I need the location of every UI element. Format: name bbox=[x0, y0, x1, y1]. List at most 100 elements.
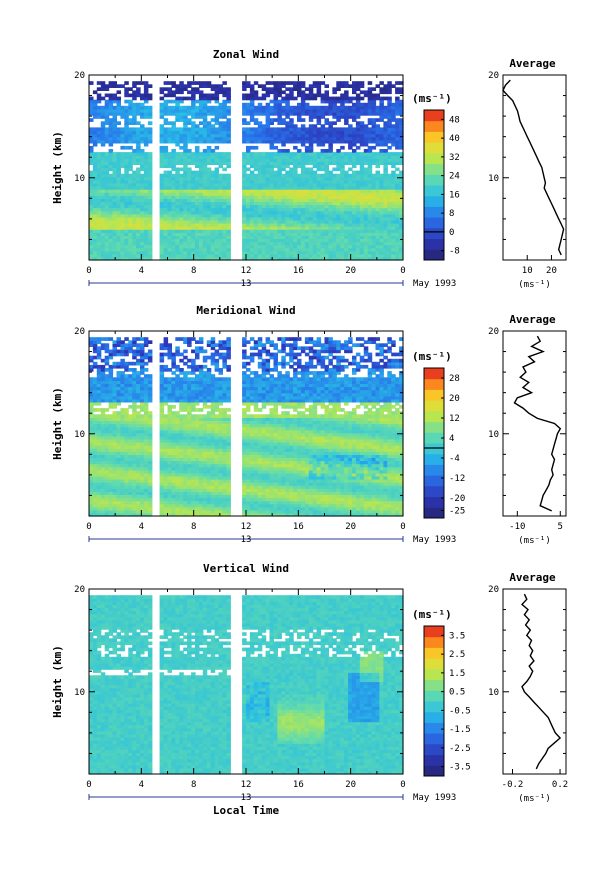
heatmap-cell bbox=[352, 235, 357, 239]
heatmap-cell bbox=[195, 136, 200, 141]
heatmap-cell bbox=[202, 229, 208, 233]
heatmap-cell bbox=[195, 210, 200, 215]
heatmap-cell bbox=[92, 244, 98, 249]
heatmap-cell bbox=[387, 152, 392, 156]
heatmap-cell bbox=[249, 250, 255, 255]
heatmap-cell bbox=[112, 216, 117, 221]
heatmap-cell bbox=[108, 244, 114, 249]
heatmap-cell bbox=[297, 241, 302, 246]
heatmap-cell bbox=[316, 142, 322, 147]
heatmap-cell bbox=[300, 173, 306, 178]
heatmap-cell bbox=[89, 377, 94, 381]
heatmap-cell bbox=[143, 195, 149, 199]
heatmap-cell bbox=[128, 145, 133, 150]
heatmap-cell bbox=[367, 121, 373, 125]
heatmap-cell bbox=[293, 124, 298, 128]
heatmap-cell bbox=[124, 90, 129, 95]
heatmap-cell bbox=[340, 155, 345, 159]
heatmap-cell bbox=[96, 130, 102, 135]
heatmap-cell bbox=[371, 204, 377, 209]
heatmap-cell bbox=[116, 195, 121, 199]
heatmap-cell bbox=[379, 127, 384, 132]
heatmap-cell bbox=[277, 170, 282, 175]
heatmap-cell bbox=[367, 204, 373, 209]
heatmap-cell bbox=[171, 182, 176, 187]
heatmap-cell bbox=[246, 167, 251, 172]
heatmap-cell bbox=[324, 99, 329, 104]
heatmap-cell bbox=[159, 229, 165, 233]
heatmap-cell bbox=[352, 108, 357, 113]
heatmap-cell bbox=[375, 253, 380, 258]
heatmap-cell bbox=[249, 130, 255, 135]
heatmap-cell bbox=[132, 216, 137, 221]
heatmap-cell bbox=[359, 241, 365, 246]
heatmap-cell bbox=[355, 253, 361, 258]
heatmap-cell bbox=[140, 105, 145, 110]
heatmap-cell bbox=[136, 102, 141, 107]
heatmap-cell bbox=[167, 108, 172, 113]
heatmap-cell bbox=[328, 179, 333, 184]
heatmap-cell bbox=[226, 235, 231, 239]
heatmap-cell bbox=[383, 133, 388, 138]
heatmap-cell bbox=[297, 207, 302, 212]
heatmap-cell bbox=[383, 161, 388, 165]
heatmap bbox=[89, 81, 404, 261]
heatmap-cell bbox=[249, 145, 255, 150]
heatmap-cell bbox=[332, 244, 337, 249]
heatmap-cell bbox=[132, 219, 137, 224]
heatmap-cell bbox=[92, 142, 98, 147]
heatmap-cell bbox=[128, 118, 133, 122]
heatmap-cell bbox=[218, 152, 223, 156]
heatmap-cell bbox=[96, 133, 102, 138]
heatmap-cell bbox=[226, 223, 231, 227]
heatmap-cell bbox=[89, 253, 94, 258]
heatmap-cell bbox=[375, 112, 380, 116]
heatmap-cell bbox=[246, 136, 251, 141]
heatmap-cell bbox=[277, 204, 282, 209]
heatmap-cell bbox=[304, 152, 310, 156]
heatmap-cell bbox=[179, 167, 184, 172]
heatmap-cell bbox=[285, 124, 290, 128]
heatmap-cell bbox=[100, 186, 106, 190]
heatmap-cell bbox=[163, 170, 169, 175]
heatmap-cell bbox=[363, 139, 369, 144]
heatmap-cell bbox=[187, 253, 192, 258]
heatmap-cell bbox=[171, 247, 176, 252]
heatmap-cell bbox=[132, 213, 137, 218]
heatmap-cell bbox=[257, 179, 263, 184]
heatmap-cell bbox=[265, 207, 271, 212]
heatmap-cell bbox=[210, 216, 216, 221]
heatmap-cell bbox=[253, 127, 259, 132]
heatmap-cell bbox=[324, 213, 329, 218]
heatmap-cell bbox=[332, 235, 337, 239]
heatmap-cell bbox=[363, 213, 369, 218]
heatmap-cell bbox=[379, 250, 384, 255]
heatmap-cell bbox=[116, 99, 121, 104]
heatmap-cell bbox=[147, 219, 153, 224]
heatmap-cell bbox=[187, 210, 192, 215]
heatmap-cell bbox=[198, 130, 204, 135]
heatmap-cell bbox=[100, 247, 106, 252]
heatmap-cell bbox=[312, 198, 318, 202]
heatmap-cell bbox=[124, 179, 129, 184]
heatmap-cell bbox=[206, 232, 212, 236]
heatmap-cell bbox=[316, 182, 322, 187]
heatmap-cell bbox=[348, 229, 353, 233]
heatmap-cell bbox=[108, 93, 114, 98]
heatmap-cell bbox=[140, 192, 145, 196]
heatmap-cell bbox=[340, 223, 345, 227]
heatmap-cell bbox=[257, 204, 263, 209]
heatmap-cell bbox=[92, 90, 98, 95]
heatmap-cell bbox=[352, 244, 357, 249]
heatmap-cell bbox=[132, 81, 137, 85]
heatmap-cell bbox=[195, 256, 200, 261]
heatmap-cell bbox=[198, 198, 204, 202]
heatmap-cell bbox=[253, 167, 259, 172]
heatmap-cell bbox=[308, 232, 314, 236]
heatmap-cell bbox=[316, 130, 322, 135]
heatmap-cell bbox=[124, 186, 129, 190]
heatmap-cell bbox=[277, 201, 282, 206]
heatmap-cell bbox=[359, 133, 365, 138]
heatmap-cell bbox=[132, 170, 137, 175]
